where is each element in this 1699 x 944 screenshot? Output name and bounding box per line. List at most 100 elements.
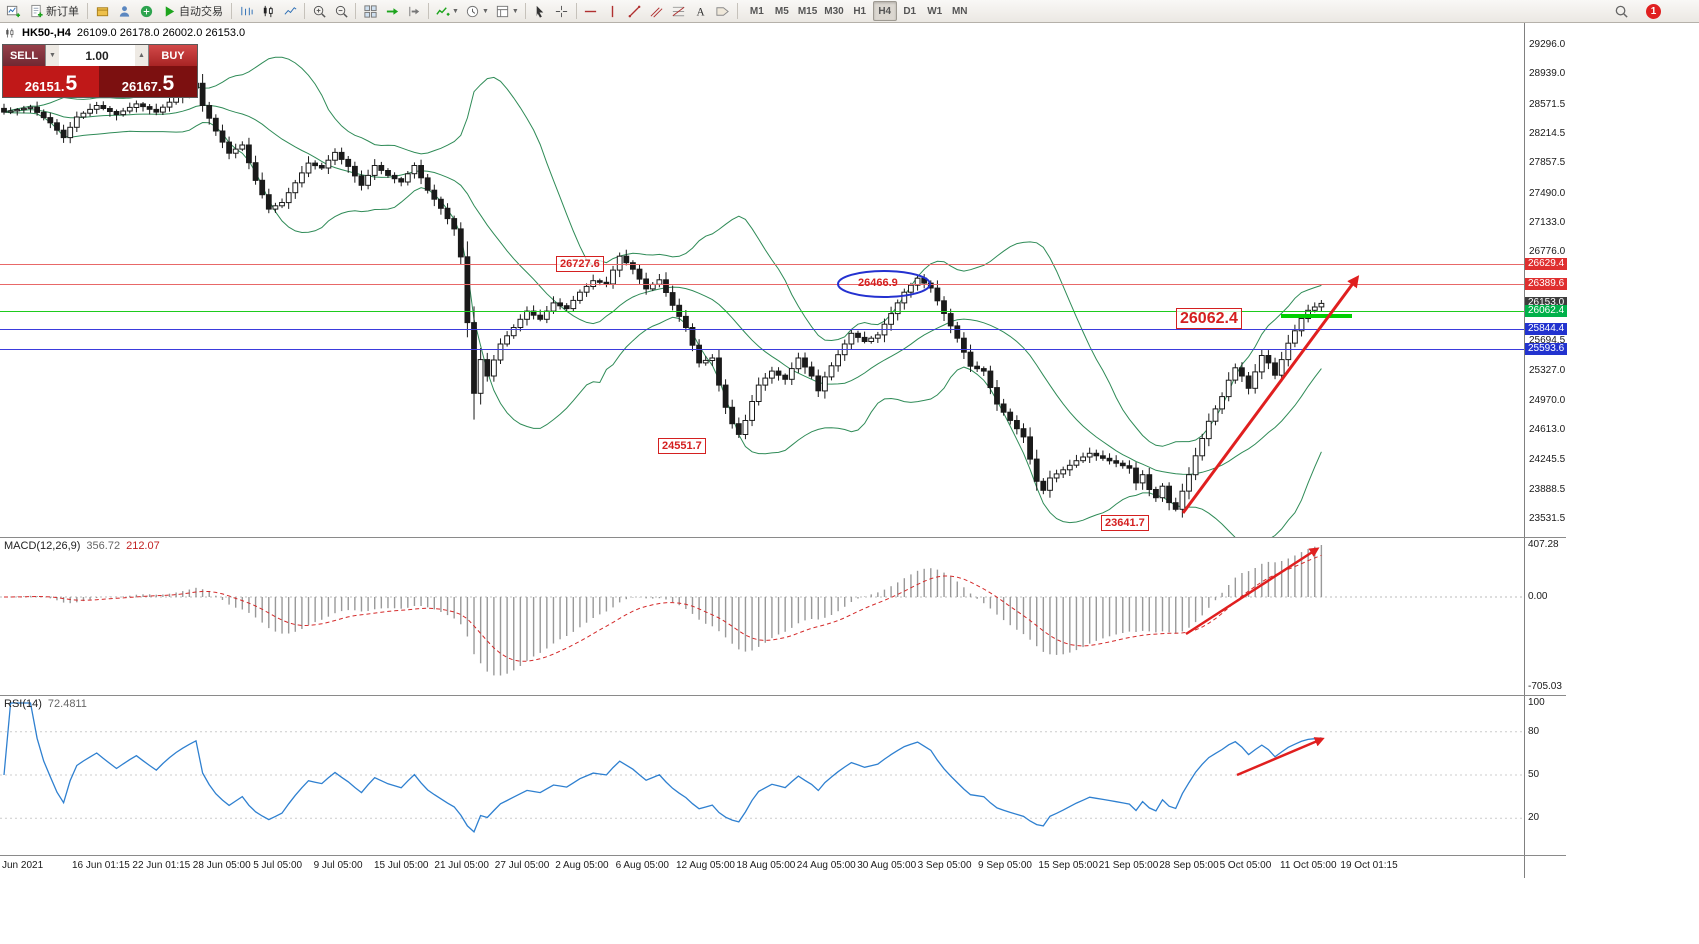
price-axis-label: 25327.0 [1529, 365, 1566, 377]
community-button[interactable] [113, 1, 135, 21]
toolbar-separator [355, 3, 356, 19]
time-axis-label: 21 Jul 05:00 [434, 860, 489, 871]
chart-shift-button[interactable] [403, 1, 425, 21]
time-axis-label: 5 Oct 05:00 [1219, 860, 1272, 871]
line-chart-button[interactable] [279, 1, 301, 21]
candlestick-button[interactable] [257, 1, 279, 21]
timeframe-m1-button[interactable]: M1 [749, 5, 764, 17]
time-axis-label: 15 Jul 05:00 [374, 860, 429, 871]
up-arrow-icon: ▲ [138, 52, 145, 59]
chart-icon [6, 28, 14, 38]
horizontal-line-icon [585, 10, 597, 12]
timeframe-h4-button[interactable]: H4 [872, 1, 897, 21]
rsi-axis-label: 80 [1528, 725, 1540, 737]
label-tool-button[interactable] [712, 1, 734, 21]
macd-label: MACD(12,26,9) 356.72 212.07 [4, 540, 160, 552]
time-axis-label: 9 Jul 05:00 [313, 860, 363, 871]
macd-name: MACD(12,26,9) [4, 540, 81, 552]
bid-pip-digit: 5 [65, 72, 78, 96]
timeframe-mn-button[interactable]: MN [951, 5, 968, 17]
auto-trading-label: 自动交易 [179, 6, 223, 18]
notification-badge[interactable]: 1 [1646, 3, 1661, 19]
panel-separator-macd[interactable] [0, 537, 1566, 538]
ask-price[interactable]: 26167. 5 [99, 66, 197, 97]
timeframe-m30-button[interactable]: M30 [824, 5, 844, 17]
bar-chart-button[interactable] [235, 1, 257, 21]
price-axis-label: 27490.0 [1529, 187, 1566, 199]
rsi-axis-label: 100 [1528, 697, 1545, 708]
templates-menu-button[interactable]: ▼ [492, 1, 522, 21]
price-axis-label: 28939.0 [1529, 68, 1566, 80]
auto-trading-button[interactable]: 自动交易 [157, 1, 228, 21]
price-axis[interactable]: 29296.0 28939.0 28571.5 28214.5 27857.5 27490… [1524, 23, 1567, 878]
price-axis-label: 24613.0 [1529, 424, 1566, 436]
search-icon [1615, 5, 1628, 18]
price-label-24551[interactable]: 24551.7 [658, 438, 706, 454]
channel-tool-button[interactable] [646, 1, 668, 21]
toolbar-separator [231, 3, 232, 19]
time-axis-label: 16 Jun 01:15 [72, 860, 130, 871]
price-axis-label: 26776.0 [1529, 246, 1566, 258]
price-label-23641[interactable]: 23641.7 [1101, 515, 1149, 531]
time-axis[interactable]: Jun 2021 16 Jun 01:15 22 Jun 01:15 28 Jun 0… [0, 855, 1566, 878]
auto-scroll-icon [386, 7, 398, 15]
timeframe-m5-button[interactable]: M5 [774, 5, 789, 17]
clock-icon [466, 5, 479, 17]
auto-scroll-button[interactable] [381, 1, 403, 21]
horizontal-line-tool-button[interactable] [580, 1, 602, 21]
package-button[interactable] [91, 1, 113, 21]
rsi-name: RSI(14) [4, 698, 42, 710]
price-axis-label: 25694.5 [1529, 335, 1566, 347]
price-axis-label: 23888.5 [1529, 483, 1566, 495]
volume-decrease-button[interactable]: ▼ [46, 45, 59, 66]
sell-button[interactable]: SELL [3, 45, 45, 66]
new-chart-button[interactable] [2, 1, 24, 21]
text-tool-button[interactable]: A [690, 1, 712, 21]
channel-icon [650, 6, 663, 17]
tile-windows-button[interactable] [359, 1, 381, 21]
time-axis-label: 5 Jul 05:00 [253, 860, 303, 871]
macd-signal-line [4, 554, 1322, 662]
crosshair-icon [556, 5, 568, 17]
rsi-label: RSI(14) 72.4811 [4, 698, 87, 710]
panel-separator-rsi[interactable] [0, 695, 1566, 696]
price-label-26466[interactable]: 26466.9 [858, 277, 898, 289]
zoom-in-button[interactable] [308, 1, 330, 21]
timeframe-d1-button[interactable]: D1 [903, 5, 917, 17]
indicators-menu-button[interactable]: ▼ [432, 1, 462, 21]
main-chart-canvas[interactable] [0, 23, 1524, 537]
time-axis-label: 21 Sep 05:00 [1098, 860, 1159, 871]
bollinger-middle [3, 104, 1322, 475]
macd-panel-canvas[interactable] [0, 537, 1524, 695]
periods-menu-button[interactable]: ▼ [462, 1, 492, 21]
toolbar-separator [524, 3, 526, 19]
zoom-out-button[interactable] [330, 1, 352, 21]
timeframe-h1-button[interactable]: H1 [853, 5, 867, 17]
trendline-tool-button[interactable] [624, 1, 646, 21]
timeframe-m15-button[interactable]: M15 [797, 5, 818, 17]
cursor-icon [537, 5, 544, 18]
rsi-line [3, 702, 1322, 834]
market-button[interactable] [135, 1, 157, 21]
bid-price[interactable]: 26151. 5 [3, 66, 99, 97]
macd-axis-label: 407.28 [1528, 539, 1559, 550]
person-icon [119, 5, 129, 17]
volume-input[interactable] [59, 45, 135, 66]
buy-button[interactable]: BUY [149, 45, 197, 66]
search-button[interactable] [1610, 1, 1632, 21]
volume-increase-button[interactable]: ▲ [135, 45, 148, 66]
rsi-panel-canvas[interactable] [0, 695, 1524, 855]
price-label-26727[interactable]: 26727.6 [556, 256, 604, 272]
time-axis-border [0, 855, 1566, 856]
new-order-label: 新订单 [46, 6, 79, 18]
timeframe-w1-button[interactable]: W1 [927, 5, 943, 17]
fibonacci-tool-button[interactable] [668, 1, 690, 21]
crosshair-tool-button[interactable] [551, 1, 573, 21]
price-label-26062[interactable]: 26062.4 [1176, 308, 1242, 329]
time-axis-label: 6 Aug 05:00 [615, 860, 669, 871]
vertical-line-tool-button[interactable] [602, 1, 624, 21]
candlestick-series [1, 74, 1325, 518]
new-order-button[interactable]: 新订单 [24, 1, 84, 21]
zoom-out-icon [335, 5, 348, 18]
cursor-tool-button[interactable] [529, 1, 551, 21]
